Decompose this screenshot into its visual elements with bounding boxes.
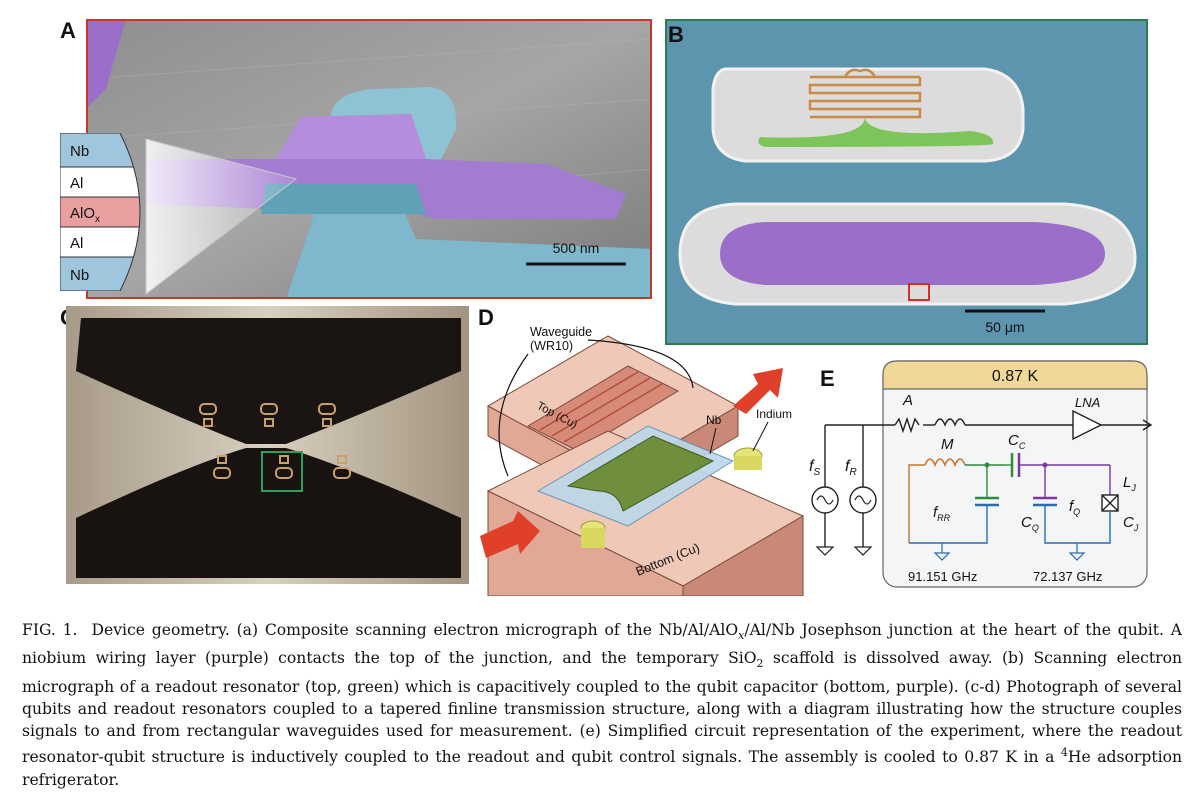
caption-sub-2: 2 xyxy=(756,657,764,671)
caption-text-3: scaffold is dissolved away. (b) Scanning… xyxy=(22,649,1183,767)
upper-finline xyxy=(76,318,461,444)
resonator-inductor xyxy=(924,458,966,468)
panel-e-circuit: 0.87 K A LNA fS fR xyxy=(805,355,1160,595)
caption-text-1: Device geometry. (a) Composite scanning … xyxy=(91,621,739,639)
output-arrow xyxy=(733,368,783,414)
label-A: A xyxy=(902,392,913,409)
panel-e-svg: 0.87 K A LNA fS fR xyxy=(809,360,1153,588)
panel-label-d: D xyxy=(478,305,494,330)
panel-a-svg: 500 nm xyxy=(86,19,652,299)
caption-sup-4: 4 xyxy=(1060,746,1068,760)
panel-d-svg: Waveguide (WR10) Top (Cu) Bottom (Cu) Nb… xyxy=(480,325,805,596)
waveguide-channel xyxy=(526,365,680,452)
panel-label-a: A xyxy=(60,18,76,43)
panel-d-diagram: Waveguide (WR10) Top (Cu) Bottom (Cu) Nb… xyxy=(478,306,813,596)
lna-amplifier xyxy=(1072,409,1103,441)
label-fQ: fQ xyxy=(1069,498,1080,517)
label-fS: fS xyxy=(809,458,820,478)
panel-c-svg xyxy=(66,306,469,584)
panel-a-scalebar-label: 500 nm xyxy=(553,240,600,256)
panel-a-micrograph: 500 nm xyxy=(86,19,652,299)
label-fRR: fRR xyxy=(933,504,951,523)
layer-al-top: Al xyxy=(70,175,83,192)
panel-c-photo xyxy=(66,306,469,584)
layer-nb-top: Nb xyxy=(70,143,89,160)
label-indium: Indium xyxy=(756,407,792,421)
highlight-box xyxy=(261,451,303,492)
layer-al-bottom: Al xyxy=(70,235,83,252)
figure-caption: FIG. 1. Device geometry. (a) Composite sc… xyxy=(22,619,1182,791)
layer-stack: Nb Al AlOx Al Nb xyxy=(59,132,152,292)
input-arrow xyxy=(480,511,540,558)
caption-text-2: /Al/Nb Josephson junction at the heart o… xyxy=(22,621,1182,668)
purple-wiring-corner xyxy=(86,19,126,109)
panel-label-e: E xyxy=(820,366,835,391)
qubit-capacitor-purple xyxy=(720,222,1105,285)
finline-chip xyxy=(566,435,715,512)
label-waveguide: Waveguide xyxy=(530,325,592,339)
temperature-header xyxy=(882,360,1148,390)
label-CQ: CQ xyxy=(1021,514,1039,533)
panel-b-svg: 50 μm xyxy=(665,19,1148,345)
label-fR: fR xyxy=(845,458,857,478)
bottom-electrode xyxy=(286,194,652,299)
label-LJ: LJ xyxy=(1123,474,1136,493)
label-nb: Nb xyxy=(706,413,722,427)
panel-b-border xyxy=(665,19,1148,345)
freq-qubit: 72.137 GHz xyxy=(1033,569,1102,584)
panel-label-b-front: B xyxy=(668,22,684,47)
cryostat-box xyxy=(882,360,1148,588)
coupling-inductor xyxy=(934,418,966,427)
panel-a-border xyxy=(86,19,652,299)
lower-finline xyxy=(76,448,461,578)
readout-capacitor-green xyxy=(758,117,994,147)
panel-b-micrograph: 50 μm xyxy=(665,19,1148,345)
label-lna: LNA xyxy=(1075,395,1100,410)
panel-b-scalebar-label: 50 μm xyxy=(985,319,1024,335)
label-M: M xyxy=(941,436,954,453)
label-wr10: (WR10) xyxy=(530,339,573,353)
meander-inductor xyxy=(808,68,922,119)
label-Cc: CC xyxy=(1008,432,1026,451)
attenuator-A xyxy=(894,416,920,434)
label-CJ: CJ xyxy=(1123,514,1139,533)
layer-alox: AlOx xyxy=(70,205,100,225)
qubit-devices xyxy=(199,403,351,479)
layer-nb-bottom: Nb xyxy=(70,267,89,284)
freq-readout: 91.151 GHz xyxy=(908,569,977,584)
caption-label: FIG. 1. xyxy=(22,621,78,639)
junction-marker xyxy=(908,283,930,301)
caption-sub-x: x xyxy=(738,629,745,643)
caption-text-4: He adsorption refrigerator. xyxy=(22,748,1183,789)
temperature-label: 0.87 K xyxy=(992,368,1039,385)
